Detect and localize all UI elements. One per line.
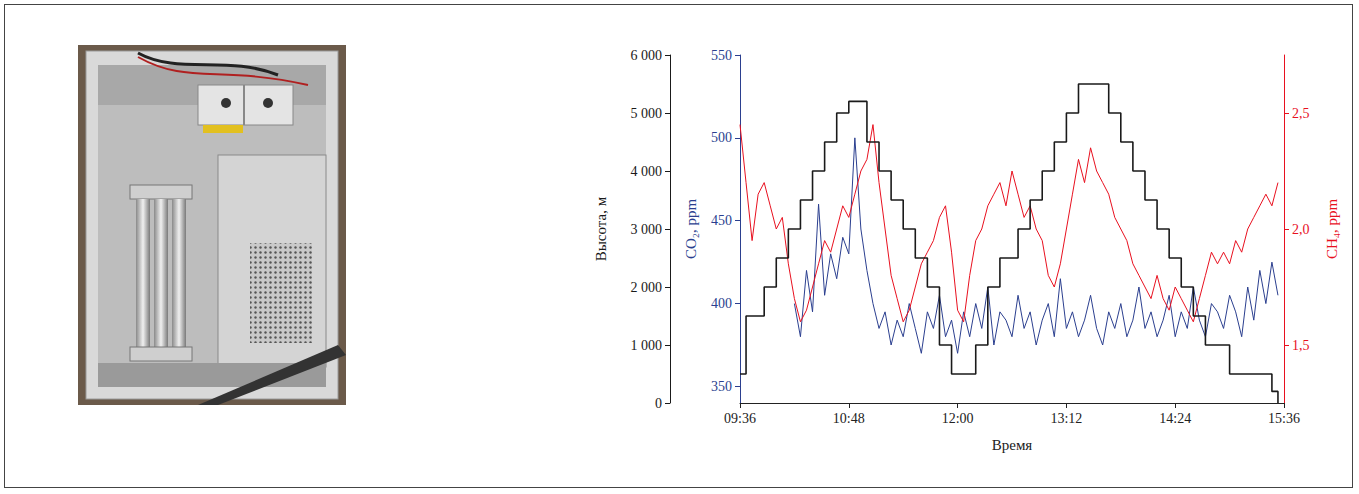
svg-text:2 000: 2 000 (631, 280, 663, 295)
svg-text:5 000: 5 000 (631, 106, 663, 121)
svg-text:09:36: 09:36 (724, 411, 756, 426)
svg-text:500: 500 (711, 130, 732, 145)
svg-text:1 000: 1 000 (631, 338, 663, 353)
svg-text:CO₂, ppm: CO₂, ppm (683, 199, 699, 260)
svg-text:2,5: 2,5 (1292, 106, 1310, 121)
svg-text:450: 450 (711, 213, 732, 228)
svg-text:1,5: 1,5 (1292, 338, 1310, 353)
svg-text:0: 0 (655, 396, 662, 411)
svg-text:3 000: 3 000 (631, 222, 663, 237)
svg-text:350: 350 (711, 379, 732, 394)
svg-text:4 000: 4 000 (631, 164, 663, 179)
svg-text:400: 400 (711, 296, 732, 311)
svg-text:14:24: 14:24 (1159, 411, 1191, 426)
svg-text:Время: Время (992, 437, 1033, 453)
svg-text:13:12: 13:12 (1050, 411, 1082, 426)
svg-text:10:48: 10:48 (833, 411, 865, 426)
svg-text:550: 550 (711, 48, 732, 63)
svg-text:12:00: 12:00 (942, 411, 974, 426)
svg-text:2,0: 2,0 (1292, 222, 1310, 237)
svg-text:CH₄, ppm: CH₄, ppm (1324, 199, 1340, 260)
svg-text:6 000: 6 000 (631, 48, 663, 63)
svg-text:Высота, м: Высота, м (593, 196, 609, 261)
svg-text:15:36: 15:36 (1268, 411, 1300, 426)
